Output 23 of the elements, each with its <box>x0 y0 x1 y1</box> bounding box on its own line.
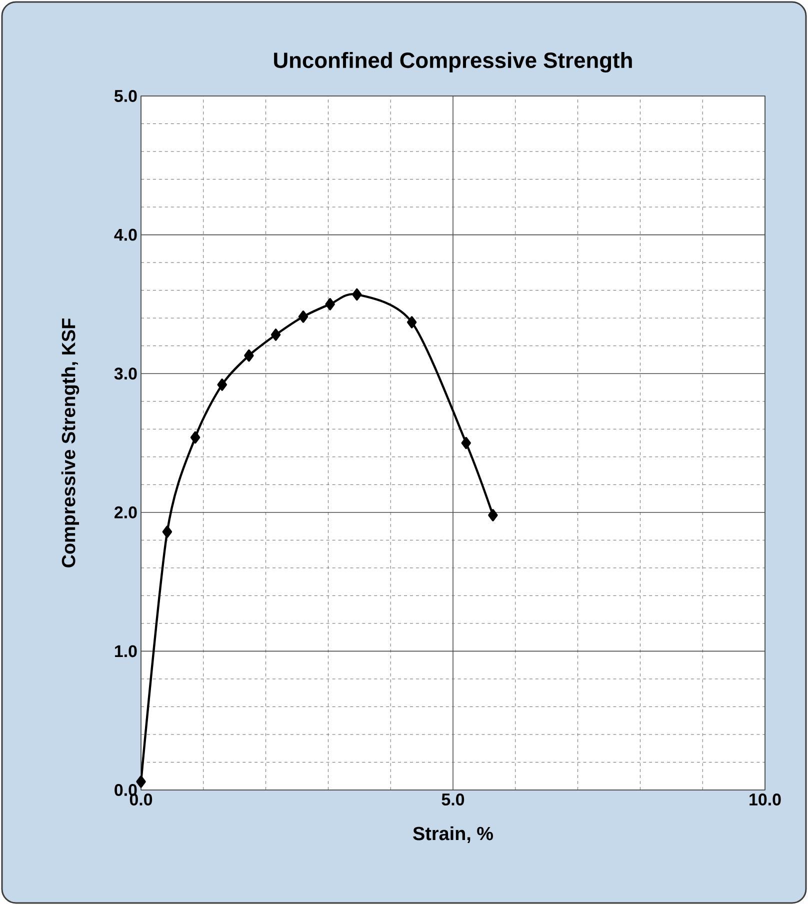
point <box>298 310 308 323</box>
point <box>406 316 417 328</box>
point <box>461 436 471 450</box>
point <box>270 328 281 341</box>
point <box>244 349 254 362</box>
point <box>325 298 335 310</box>
y-tick-label: 5.0 <box>114 90 137 102</box>
point <box>217 378 227 391</box>
x-tick-label: 0.0 <box>130 794 152 806</box>
point <box>488 509 498 522</box>
x-tick-label: 5.0 <box>442 794 464 806</box>
chart-title: Unconfined Compressive Strength <box>274 52 632 72</box>
y-tick-label: 4.0 <box>114 228 137 241</box>
y-tick-label: 1.0 <box>115 645 137 658</box>
x-tick-label: 10.0 <box>750 794 781 806</box>
x-axis-title: Strain, % <box>413 826 493 843</box>
point <box>136 776 146 788</box>
y-axis-title: Compressive Strength, KSF <box>61 318 80 568</box>
y-tick-label: 3.0 <box>114 368 137 380</box>
point <box>352 288 362 301</box>
y-tick-label: 2.0 <box>114 506 137 518</box>
point <box>190 431 200 444</box>
point <box>162 526 172 538</box>
